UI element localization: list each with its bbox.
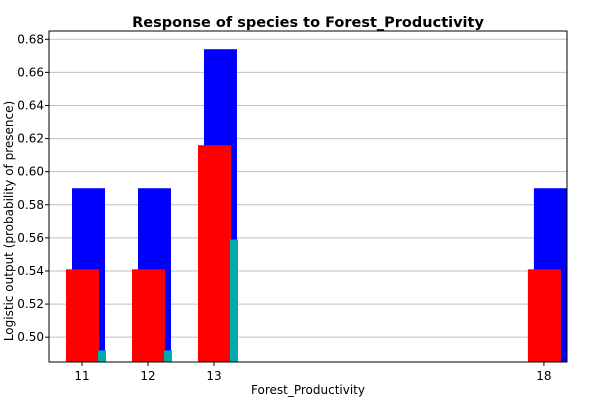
grid-lines	[49, 38, 567, 338]
y-tick-label: 0.64	[17, 98, 44, 112]
y-tick-label: 0.68	[17, 32, 44, 46]
x-axis-ticks: 11 12 13 18	[74, 362, 552, 383]
y-tick-label: 0.52	[17, 297, 44, 311]
bar-series3-13	[229, 239, 238, 362]
bar-series2-18	[527, 269, 561, 362]
bar-series3-11	[97, 350, 106, 362]
x-tick-label: 12	[140, 369, 155, 383]
y-tick-label: 0.56	[17, 231, 44, 245]
x-tick-label: 18	[536, 369, 551, 383]
bar-series2-12	[131, 269, 165, 362]
bars	[65, 49, 567, 362]
x-tick-label: 13	[206, 369, 221, 383]
y-tick-label: 0.54	[17, 264, 44, 278]
chart-title: Response of species to Forest_Productivi…	[132, 15, 484, 31]
y-tick-label: 0.58	[17, 198, 44, 212]
y-axis-label: Logistic output (probability of presence…	[2, 101, 16, 341]
y-axis-ticks: 0.50 0.52 0.54 0.56 0.58 0.60 0.62 0.64 0.66 0.68	[17, 32, 49, 344]
bar-series3-12	[163, 350, 172, 362]
y-tick-label: 0.60	[17, 165, 44, 179]
bar-series2-11	[65, 269, 99, 362]
y-tick-label: 0.66	[17, 65, 44, 79]
plot-frame	[48, 30, 568, 363]
x-axis-label: Forest_Productivity	[251, 383, 365, 397]
bar-series2-13	[197, 145, 231, 362]
x-tick-label: 11	[74, 369, 89, 383]
y-tick-label: 0.62	[17, 132, 44, 146]
y-tick-label: 0.50	[17, 330, 44, 344]
